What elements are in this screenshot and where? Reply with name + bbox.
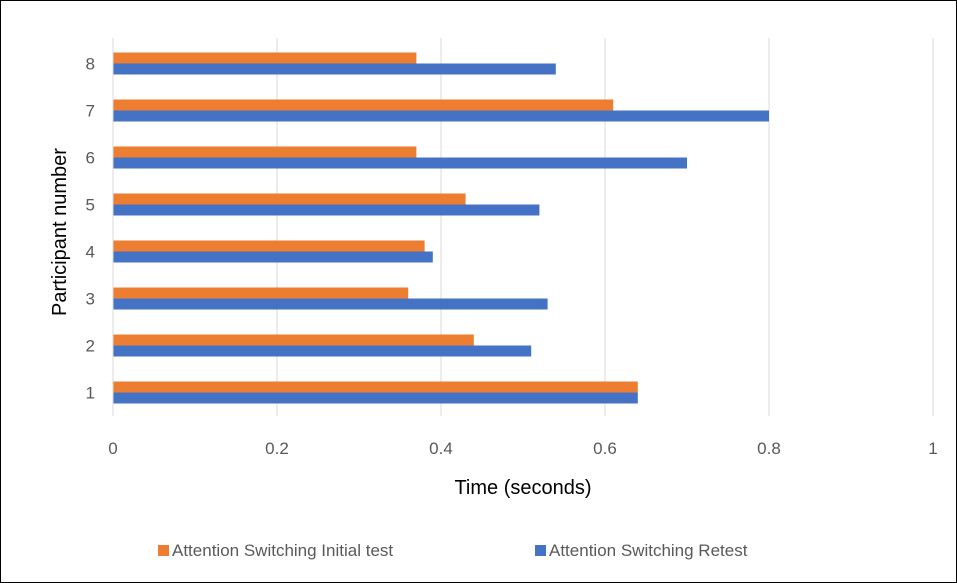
x-tick-label: 0.4 — [429, 439, 453, 458]
bar-retest — [113, 110, 769, 122]
y-tick-label: 1 — [86, 384, 95, 403]
y-tick-label: 3 — [86, 290, 95, 309]
x-tick-label: 1 — [928, 439, 937, 458]
x-tick-label: 0.2 — [265, 439, 289, 458]
y-axis-ticks: 1 2 3 4 5 6 7 8 — [86, 55, 95, 403]
legend: Attention Switching Initial test Attenti… — [158, 541, 748, 560]
bar-initial-test — [113, 381, 638, 393]
y-tick-label: 5 — [86, 196, 95, 215]
y-tick-label: 7 — [86, 102, 95, 121]
legend-swatch-initial-test — [158, 545, 169, 556]
bar-initial-test — [113, 146, 417, 158]
bar-retest — [113, 251, 433, 263]
x-tick-label: 0 — [108, 439, 117, 458]
gridlines — [276, 38, 934, 416]
y-tick-label: 4 — [86, 243, 95, 262]
x-axis-title: Time (seconds) — [454, 477, 591, 499]
bar-retest — [113, 298, 548, 310]
legend-label-retest: Attention Switching Retest — [549, 541, 748, 560]
x-tick-label: 0.8 — [757, 439, 781, 458]
bar-initial-test — [113, 193, 466, 205]
bar-initial-test — [113, 287, 409, 299]
bars — [113, 52, 769, 404]
bar-retest — [113, 63, 556, 75]
y-tick-label: 6 — [86, 149, 95, 168]
bar-initial-test — [113, 99, 614, 111]
bar-initial-test — [113, 240, 425, 252]
bar-retest — [113, 345, 532, 357]
x-axis-ticks: 0 0.2 0.4 0.6 0.8 1 — [108, 439, 937, 458]
bar-retest — [113, 392, 638, 404]
x-tick-label: 0.6 — [593, 439, 617, 458]
legend-swatch-retest — [535, 545, 546, 556]
y-tick-label: 8 — [86, 55, 95, 74]
y-tick-label: 2 — [86, 337, 95, 356]
y-axis-title: Participant number — [49, 148, 71, 316]
bar-retest — [113, 157, 687, 169]
bar-retest — [113, 204, 540, 216]
legend-label-initial-test: Attention Switching Initial test — [172, 541, 393, 560]
bar-initial-test — [113, 52, 417, 64]
bar-initial-test — [113, 334, 474, 346]
